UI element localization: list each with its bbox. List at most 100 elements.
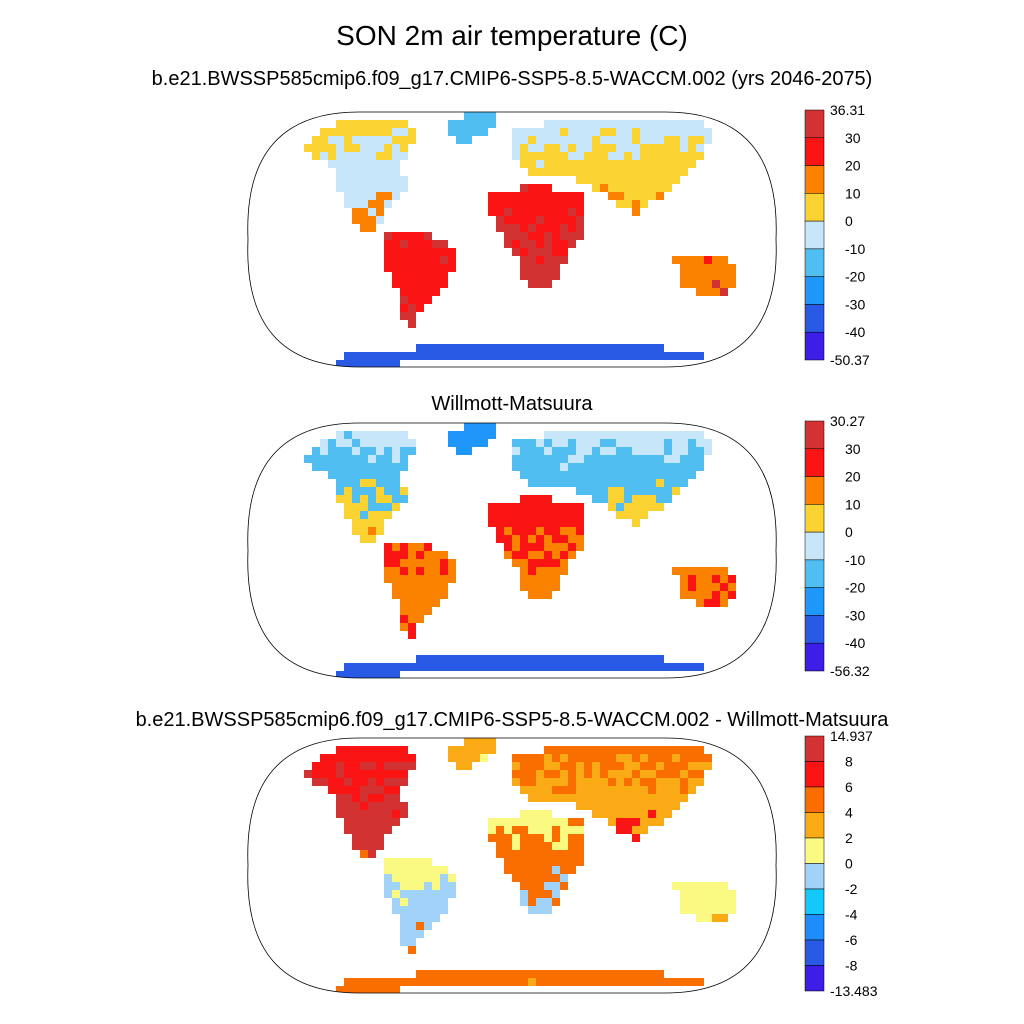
map-cell <box>624 978 632 986</box>
continent-greenland <box>448 423 496 455</box>
map-cell <box>568 543 576 551</box>
map-cell <box>488 663 496 671</box>
map-cell <box>344 352 352 360</box>
map-cell <box>400 352 408 360</box>
map-cell <box>672 479 680 487</box>
map-cell <box>528 559 536 567</box>
map-cell <box>496 216 504 224</box>
colorbar-segment <box>804 863 825 890</box>
map-cell <box>640 136 648 144</box>
map-cell <box>384 192 392 200</box>
map-cell <box>368 495 376 503</box>
map-cell <box>400 304 408 312</box>
map-cell <box>488 818 496 826</box>
map-cell <box>576 655 584 663</box>
map-cell <box>720 288 728 296</box>
map-cell <box>640 352 648 360</box>
map-cell <box>400 144 408 152</box>
map-cell <box>544 850 552 858</box>
map-cell <box>632 970 640 978</box>
map-cell <box>696 882 704 890</box>
map-cell <box>520 527 528 535</box>
map-cell <box>528 344 536 352</box>
map-cell <box>512 216 520 224</box>
map-cell <box>408 312 416 320</box>
map-border <box>247 737 777 994</box>
map-cell <box>624 762 632 770</box>
map-cell <box>640 144 648 152</box>
map-cell <box>368 120 376 128</box>
map-cell <box>664 746 672 754</box>
map-cell <box>672 802 680 810</box>
map-cell <box>424 906 432 914</box>
map-cell <box>656 184 664 192</box>
map-cell <box>560 567 568 575</box>
map-cell <box>552 200 560 208</box>
map-cell <box>544 770 552 778</box>
map-cell <box>576 120 584 128</box>
map-cell <box>352 511 360 519</box>
map-cell <box>384 746 392 754</box>
map-cell <box>656 120 664 128</box>
map-cell <box>360 503 368 511</box>
map-cell <box>392 431 400 439</box>
map-cell <box>504 503 512 511</box>
map-cell <box>360 144 368 152</box>
map-cell <box>440 970 448 978</box>
map-cell <box>464 431 472 439</box>
map-cell <box>496 818 504 826</box>
map-cell <box>576 439 584 447</box>
map-cell <box>432 559 440 567</box>
map-cell <box>440 280 448 288</box>
map-cell <box>408 754 416 762</box>
map-cell <box>624 754 632 762</box>
map-cell <box>504 519 512 527</box>
map-cell <box>656 754 664 762</box>
map-cell <box>624 192 632 200</box>
map-cell <box>376 479 384 487</box>
map-cell <box>568 128 576 136</box>
map-cell <box>528 200 536 208</box>
map-cell <box>536 874 544 882</box>
map-cell <box>632 810 640 818</box>
map-cell <box>656 431 664 439</box>
map-cell <box>640 152 648 160</box>
map-cell <box>480 352 488 360</box>
map-cell <box>512 136 520 144</box>
map-cell <box>464 120 472 128</box>
map-cell <box>528 240 536 248</box>
map-cell <box>344 168 352 176</box>
map-cell <box>672 128 680 136</box>
map-cell <box>512 527 520 535</box>
map-cell <box>368 535 376 543</box>
map-cell <box>664 184 672 192</box>
map-cell <box>528 224 536 232</box>
map-cell <box>528 136 536 144</box>
map-cell <box>432 914 440 922</box>
map-cell <box>352 671 360 678</box>
map-cell <box>360 439 368 447</box>
map-cell <box>528 551 536 559</box>
map-cell <box>552 567 560 575</box>
map-cell <box>680 778 688 786</box>
map-cell <box>352 826 360 834</box>
map-cell <box>624 826 632 834</box>
map-cell <box>320 762 328 770</box>
colorbar-segment <box>804 193 825 222</box>
map-cell <box>512 866 520 874</box>
map-cell <box>568 762 576 770</box>
map-cell <box>384 754 392 762</box>
map-cell <box>336 168 344 176</box>
map-cell <box>336 120 344 128</box>
continent-antarctica <box>336 344 704 367</box>
map-cell <box>560 778 568 786</box>
map-cell <box>648 970 656 978</box>
map-cell <box>504 655 512 663</box>
map-cell <box>568 850 576 858</box>
map-cell <box>720 882 728 890</box>
map-cell <box>560 352 568 360</box>
map-cell <box>544 778 552 786</box>
map-cell <box>416 288 424 296</box>
map-cell <box>664 762 672 770</box>
map-cell <box>376 216 384 224</box>
